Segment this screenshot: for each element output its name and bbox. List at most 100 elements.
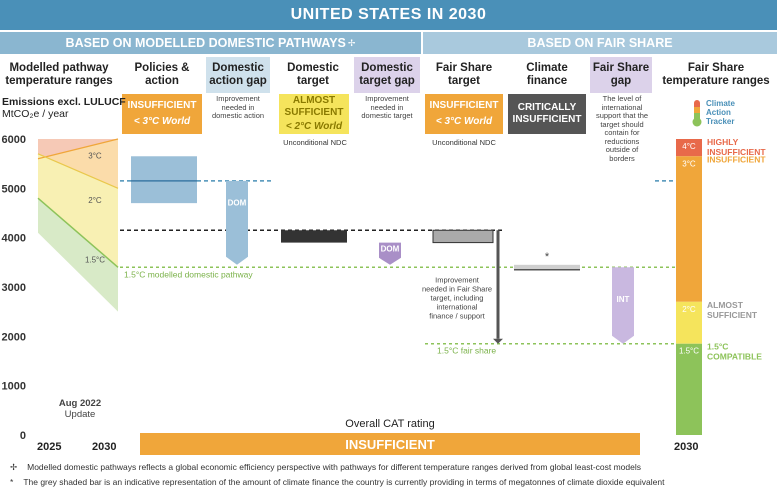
logo-line: Climate (706, 99, 735, 108)
note-fair-gap: The level of international support that … (595, 94, 649, 163)
dom-gap-bar (226, 180, 248, 265)
y-tick-label: 6000 (2, 134, 26, 146)
legend-line: ALMOST (707, 300, 744, 310)
footnote-1: ✢ Modelled domestic pathways reflects a g… (10, 462, 641, 473)
y-tick-label: 5000 (2, 183, 26, 195)
dom-gap-label: DOM (228, 199, 247, 208)
fair-range-segment (676, 156, 702, 302)
finance-bar (514, 264, 580, 270)
rating-dom-target: ALMOST SUFFICIENT < 2°C World (279, 94, 349, 134)
fair-range-temp-label: 2°C (682, 305, 696, 314)
pathway-label-3c: 3°C (88, 152, 102, 161)
dom-target-gap-bar (379, 242, 401, 265)
footnote-mark: * (10, 477, 14, 487)
col-header-dom-target-gap: Domestic target gap (354, 57, 420, 93)
legend-line: COMPATIBLE (707, 352, 762, 362)
logo-text: Climate Action Tracker (706, 99, 735, 126)
note-line: international (437, 303, 478, 312)
page-title: UNITED STATES IN 2030 (0, 0, 777, 30)
footnote-text: Modelled domestic pathways reflects a gl… (27, 462, 642, 472)
logo-line: Action (706, 108, 731, 117)
rating-world: < 3°C World (133, 116, 191, 127)
note-line: finance / support (429, 312, 485, 321)
pathway-line-2c (37, 197, 119, 268)
footnote-2: * The grey shaded bar is an indicative re… (10, 477, 664, 487)
fair-range-legend-label: 1.5°C COMPATIBLE (707, 342, 762, 362)
rating-policies: INSUFFICIENT < 3°C World (122, 94, 202, 134)
logo-line: Tracker (706, 117, 735, 126)
y-tick-label: 0 (20, 430, 26, 442)
fair-target-bar (432, 229, 494, 244)
col-header-dom-target: Domestic target (287, 62, 339, 87)
note-line: Improvement (435, 276, 480, 285)
legend-line: INSUFFICIENT (707, 147, 766, 157)
pathway-band-3c (38, 139, 118, 189)
update-label: Update (64, 409, 96, 420)
col-header-policies: Policies & action (134, 62, 190, 87)
pathway-label-2c: 2°C (88, 196, 102, 205)
x-label-2030-right: 2030 (674, 441, 699, 453)
fair-range-temp-label: 3°C (682, 159, 696, 168)
fair-15-label: 1.5°C fair share (437, 346, 496, 356)
y-tick-label: 1000 (2, 381, 26, 393)
pathway-line-3c (37, 153, 119, 189)
note-unconditional-ndc: Unconditional NDC (432, 138, 496, 147)
fair-share-improvement-note: Improvement needed in Fair Share target, i… (422, 276, 492, 321)
rating-fair-target: INSUFFICIENT < 3°C World (425, 94, 503, 134)
overall-label: Overall CAT rating (345, 418, 435, 430)
pathway-band-15c (38, 198, 118, 312)
section-header-domestic: BASED ON MODELLED DOMESTIC PATHWAYS ✢ (0, 32, 421, 54)
fair-range-segment (676, 139, 702, 157)
rating-finance: CRITICALLY INSUFFICIENT (508, 94, 586, 134)
fair-improvement-arrowhead (493, 338, 503, 344)
fair-gap-bar (612, 267, 634, 344)
section-header-fair-share: BASED ON FAIR SHARE (423, 32, 777, 54)
note-line: needed in Fair Share (422, 285, 492, 294)
fair-range-temp-label: 4°C (682, 142, 696, 151)
fair-gap-label: INT (617, 295, 630, 304)
footnote-text: The grey shaded bar is an indicative rep… (23, 477, 665, 487)
legend-line: HIGHLY (707, 137, 739, 147)
pathway-label-15c: 1.5°C (85, 255, 105, 264)
x-label-2025: 2025 (37, 441, 62, 453)
update-date: Aug 2022 (58, 398, 102, 409)
pathway-line-4c (37, 138, 119, 160)
y-axis-label-line2: MtCO₂e / year (2, 108, 69, 120)
legend-line: INSUFFICIENT (707, 154, 766, 164)
rating-text: INSUFFICIENT (429, 100, 499, 111)
rating-text: SUFFICIENT (284, 107, 344, 118)
finance-star: * (545, 251, 550, 263)
note-dom-gap: Improvement needed in domestic action (211, 94, 265, 120)
dom-target-gap-label: DOM (381, 244, 400, 253)
note-unconditional-ndc: Unconditional NDC (283, 138, 347, 147)
rating-text: INSUFFICIENT (512, 114, 582, 125)
fair-range-segment (676, 343, 702, 435)
rating-text: ALMOST (292, 95, 336, 106)
legend-line: 1.5°C (707, 342, 728, 352)
col-header-fair-target: Fair Share target (435, 62, 493, 87)
col-header-fair-gap: Fair Share gap (590, 57, 652, 93)
dom-target-bar (281, 230, 347, 243)
pathway-band-2c (38, 153, 118, 268)
fair-range-temp-label: 1.5°C (679, 347, 699, 356)
rating-text: CRITICALLY (517, 102, 577, 113)
legend-line: SUFFICIENT (707, 310, 758, 320)
update-note: Aug 2022 Update (48, 398, 112, 420)
policies-range-bar (131, 156, 197, 204)
y-axis-label-line1: Emissions excl. LULUCF (2, 96, 126, 108)
thermometer-icon (692, 100, 702, 127)
fair-range-segment (676, 301, 702, 344)
note-line: target, including (431, 294, 484, 303)
y-tick-label: 2000 (2, 331, 26, 343)
x-label-2030: 2030 (92, 441, 117, 453)
y-axis-label: Emissions excl. LULUCF MtCO₂e / year (2, 96, 126, 120)
domestic-15-label: 1.5°C modelled domestic pathway (124, 269, 253, 279)
overall-rating: INSUFFICIENT (140, 433, 640, 455)
y-tick-label: 4000 (2, 233, 26, 245)
col-header-dom-gap: Domestic action gap (206, 57, 270, 93)
cat-logo: Climate Action Tracker (690, 97, 740, 131)
footnote-mark: ✢ (10, 462, 18, 472)
y-tick-label: 3000 (2, 282, 26, 294)
rating-world: < 3°C World (435, 116, 493, 127)
